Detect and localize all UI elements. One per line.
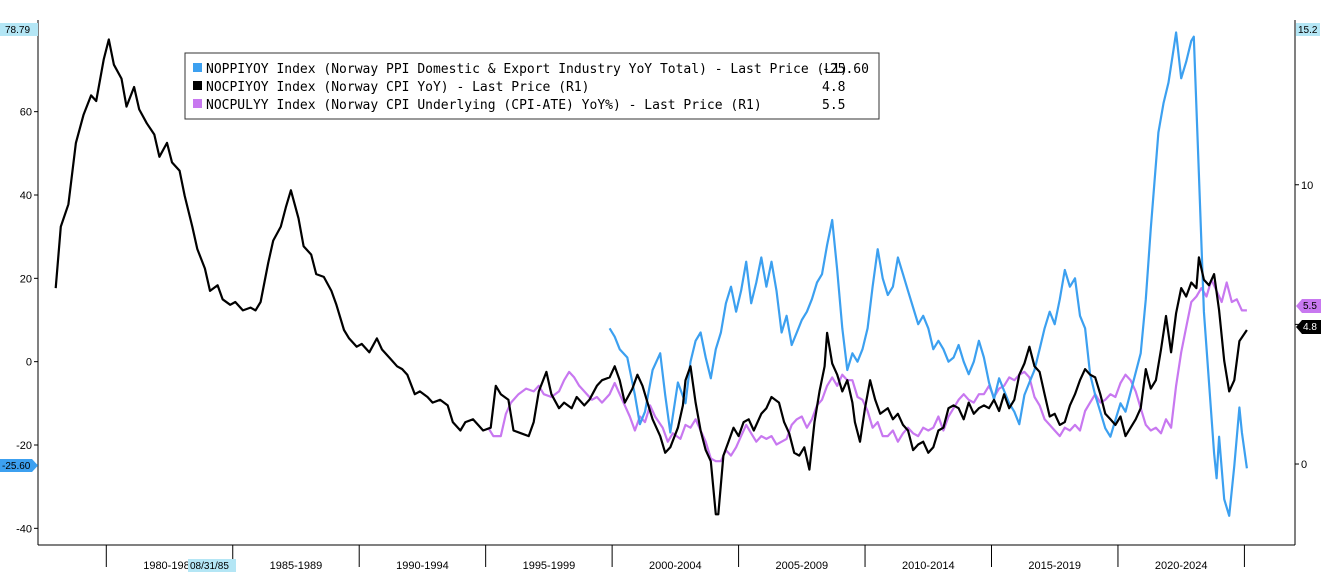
chart-legend: NOPPIYOY Index (Norway PPI Domestic & Ex… [184,52,880,120]
right-tick-label: 10 [1301,180,1313,192]
x-tick-label: 2000-2004 [649,560,702,572]
right-top-tag-bg [1296,23,1320,36]
legend-label-cpi-ate: NOCPULYY Index (Norway CPI Underlying (C… [206,98,762,113]
right-ate-tag: 5.5 [1303,301,1317,312]
x-tick-label: 2015-2019 [1028,560,1081,572]
axes [37,20,1296,567]
right-cpi-tag-bg [1296,320,1321,334]
legend-label-cpi: NOCPIYOY Index (Norway CPI YoY) - Last P… [206,80,590,95]
x-tick-label: 1985-1989 [270,560,323,572]
left-top-tag-bg [0,23,38,36]
left-tick-label: 0 [26,357,32,369]
x-tick-label: 1980-1984 [143,560,196,572]
left-axis-ticks: -40 -20 0 20 40 60 [16,107,38,535]
x-tick-label: 2005-2009 [776,560,829,572]
x-tick-label: 2020-2024 [1155,560,1208,572]
series-line-cpi-ate [487,278,1247,463]
legend-value-cpi: 4.8 [822,80,845,95]
legend-swatch-cpi [193,81,202,90]
left-top-tag: 78.79 [5,25,30,36]
x-tick-label: 1995-1999 [523,560,576,572]
x-axis-labels: 1980-1984 1985-1989 1990-1994 1995-1999 2000… [143,560,1207,572]
series-line-ppi [608,31,1248,517]
series-line-cpi [54,38,1248,516]
date-tag: 08/31/85 [190,561,229,572]
left-tick-label: 40 [20,190,32,202]
left-tick-label: -20 [16,440,32,452]
legend-box [184,52,880,120]
left-tick-label: -40 [16,523,32,535]
right-cpi-tag: 4.8 [1303,322,1317,333]
date-tag-bg [188,559,236,572]
x-tick-label: 1990-1994 [396,560,449,572]
value-tags: 78.79 -25.60 15.2 5.5 4.8 08/31/85 [0,23,1321,572]
right-tick-label: 0 [1301,459,1307,471]
legend-swatch-cpi-ate [193,99,202,108]
legend-label-ppi: NOPPIYOY Index (Norway PPI Domestic & Ex… [206,62,848,77]
left-tick-label: 60 [20,107,32,119]
legend-value-cpi-ate: 5.5 [822,98,845,113]
left-last-tag: -25.60 [2,461,31,472]
legend-value-ppi: -25.60 [822,62,869,77]
series-layer [54,31,1248,517]
right-top-tag: 15.2 [1298,25,1318,36]
left-tick-label: 20 [20,273,32,285]
x-tick-label: 2010-2014 [902,560,955,572]
legend-swatch-ppi [193,63,202,72]
right-ate-tag-bg [1296,299,1321,313]
left-last-tag-bg [0,459,38,472]
